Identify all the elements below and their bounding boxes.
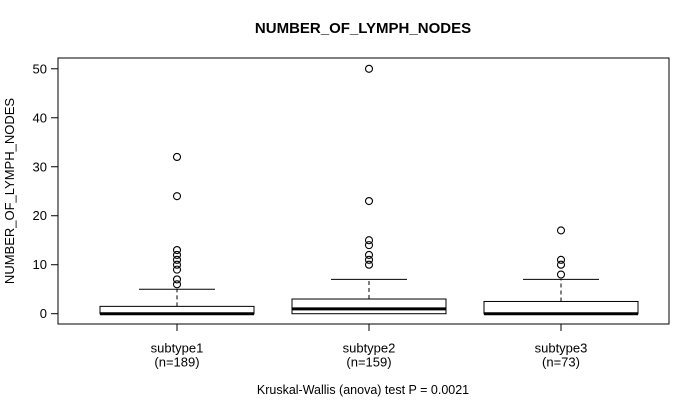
y-tick-label: 20	[33, 208, 47, 223]
outlier-point	[556, 226, 566, 235]
y-tick-label: 30	[33, 159, 47, 174]
x-count-label: (n=159)	[346, 355, 391, 370]
box	[483, 300, 639, 315]
x-count-label: (n=73)	[542, 355, 580, 370]
outlier-point	[364, 250, 374, 259]
outlier-point	[172, 192, 182, 201]
outlier-point	[364, 196, 374, 206]
x-count-label: (n=189)	[154, 355, 199, 370]
y-tick-label: 10	[33, 257, 47, 272]
x-category-label: subtype2	[343, 341, 396, 356]
outlier-point	[364, 255, 374, 264]
kruskal-wallis-caption: Kruskal-Wallis (anova) test P = 0.0021	[257, 383, 469, 397]
outlier-point	[172, 152, 182, 162]
y-axis-label: NUMBER_OF_LYMPH_NODES	[2, 98, 17, 284]
outlier-point	[172, 265, 182, 274]
box	[291, 298, 447, 315]
x-category-label: subtype3	[535, 341, 588, 356]
outlier-point	[172, 275, 182, 284]
outlier-point	[364, 236, 374, 245]
outlier-point	[172, 245, 182, 255]
chart-title: NUMBER_OF_LYMPH_NODES	[255, 20, 471, 37]
y-tick-label: 0	[40, 306, 47, 321]
outlier-point	[172, 250, 182, 259]
outlier-point	[172, 255, 182, 264]
outlier-point	[172, 260, 182, 269]
x-category-label: subtype1	[151, 341, 204, 356]
plot-content: 0 10 20 30 40 50 subtype1(n=189) subtype2(n=159…	[33, 57, 670, 370]
plot-frame	[57, 57, 670, 325]
outlier-point	[172, 280, 182, 289]
outlier-point	[556, 260, 566, 269]
outlier-point	[364, 64, 374, 73]
y-tick-label: 50	[33, 61, 47, 76]
outlier-point	[556, 270, 566, 279]
outlier-point	[364, 260, 374, 269]
y-tick-label: 40	[33, 110, 47, 125]
outlier-point	[364, 241, 374, 250]
outlier-point	[556, 255, 566, 264]
